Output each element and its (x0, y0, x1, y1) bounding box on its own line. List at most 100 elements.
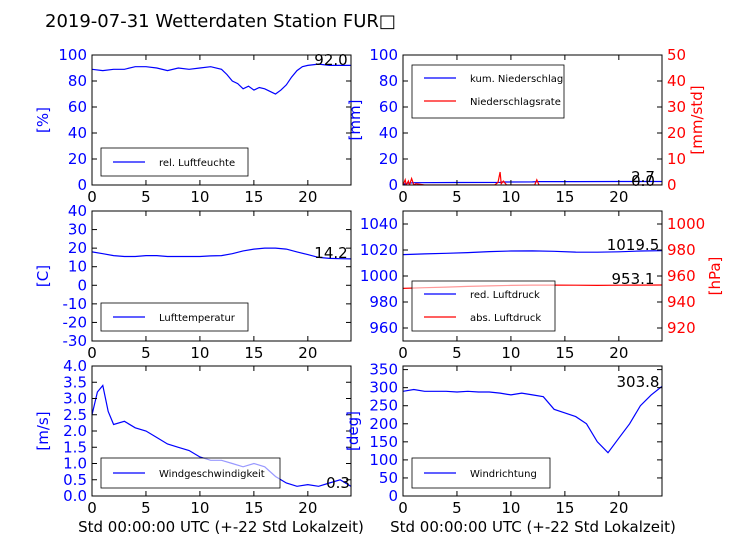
x-tick-label: 15 (555, 188, 574, 206)
x-tick-label: 10 (190, 499, 209, 517)
x-tick-label: 0 (87, 188, 97, 206)
x-tick-label: 20 (298, 188, 317, 206)
y2-tick-label: 40 (667, 72, 686, 90)
y2-tick-label: 10 (667, 150, 686, 168)
x-tick-label: 5 (141, 499, 151, 517)
value-label: 14.2 (314, 244, 347, 262)
y-tick-label: 1.5 (63, 438, 87, 456)
x-tick-label: 5 (141, 188, 151, 206)
pressure-plot-area: 0 5 10 15 20 960 980 1000 1020 1040 920 940 960 980 10… (360, 210, 705, 362)
y-tick-label: -30 (63, 332, 88, 350)
y-tick-label: 0.5 (63, 471, 87, 489)
panel-winddirection: 0 5 10 15 20050100150200250300350Windrichtun… (344, 361, 663, 517)
x-tick-label: 10 (501, 499, 520, 517)
winddirection-plot-area: 0 5 10 15 20050100150200250300350Windrichtun… (369, 361, 663, 517)
windspeed-plot-area: 0 5 10 15 20 0.00.51.01.52.02.53.03.54.0 Windg… (63, 357, 352, 517)
y2-tick-label: 960 (667, 267, 696, 285)
y2-tick-label: 20 (667, 124, 686, 142)
y-tick-label: 2.0 (63, 422, 87, 440)
x-tick-label: 5 (452, 499, 462, 517)
y-tick-label: 3.5 (63, 373, 87, 391)
value-label: 303.8 (617, 373, 660, 391)
panel-windspeed: 0 5 10 15 20 0.00.51.01.52.02.53.03.54.0 Windg… (34, 357, 352, 517)
x-tick-label: 15 (555, 344, 574, 362)
xlabel-right: Std 00:00:00 UTC (+-22 Std Lokalzeit) (390, 518, 676, 536)
y2-tick-label: 1000 (667, 215, 705, 233)
x-tick-label: 20 (609, 188, 628, 206)
x-tick-label: 0 (398, 344, 408, 362)
y-tick-label: 100 (369, 451, 398, 469)
x-tick-label: 5 (452, 188, 462, 206)
y-tick-label: 20 (379, 150, 398, 168)
y-tick-label: 250 (369, 397, 398, 415)
y-tick-label: 1000 (360, 267, 398, 285)
series-line-red-luftdruck (403, 250, 662, 256)
y-tick-label: 3.0 (63, 390, 87, 408)
y2-tick-label: 30 (667, 98, 686, 116)
y-tick-label: 0.0 (63, 487, 87, 505)
y-tick-label: 40 (68, 124, 87, 142)
legend-label: red. Luftdruck (470, 290, 540, 301)
plot-frame (402, 365, 663, 497)
legend-label: Niederschlagsrate (470, 97, 561, 108)
y-tick-label: 20 (68, 150, 87, 168)
x-tick-label: 20 (298, 344, 317, 362)
y2-tick-label: 980 (667, 241, 696, 259)
value-label: 1019.5 (607, 236, 660, 254)
series-line-rel-luftfeuchte (92, 63, 351, 95)
y-tick-label: 80 (68, 72, 87, 90)
x-tick-label: 10 (190, 188, 209, 206)
y-tick-label: 0 (77, 276, 87, 294)
series-line-lufttemperatur (92, 247, 351, 260)
winddirection-ylabel: [deg] (344, 411, 362, 451)
panel-temperature: 0 5 10 15 20-30-20-10010203040Lufttemperatur… (34, 202, 352, 362)
y2-tick-label: 0 (667, 176, 677, 194)
temperature-plot-area: 0 5 10 15 20-30-20-10010203040Lufttemperatur… (63, 202, 352, 362)
plot-frame (91, 210, 352, 342)
y-tick-label: 40 (379, 124, 398, 142)
y-tick-label: 60 (68, 98, 87, 116)
y-tick-label: 60 (379, 98, 398, 116)
x-tick-label: 5 (141, 344, 151, 362)
value-label: 0.0 (631, 172, 655, 190)
x-tick-label: 20 (609, 499, 628, 517)
y2-tick-label: 50 (667, 46, 686, 64)
x-tick-label: 15 (244, 188, 263, 206)
figure-title: 2019-07-31 Wetterdaten Station FUR□ (45, 11, 396, 32)
x-tick-label: 20 (609, 344, 628, 362)
y-tick-label: 350 (369, 361, 398, 379)
x-tick-label: 15 (555, 499, 574, 517)
xlabel-left: Std 00:00:00 UTC (+-22 Std Lokalzeit) (78, 518, 364, 536)
plot-frame (91, 54, 352, 186)
y-tick-label: 20 (68, 239, 87, 257)
x-tick-label: 20 (298, 499, 317, 517)
panel-precipitation: 0 5 10 15 20 0 20 40 60 80 100 0 10 20 30 40 50 kum. Nied… (346, 46, 706, 206)
pressure-y2label: [hPa] (706, 257, 724, 296)
x-tick-label: 10 (501, 344, 520, 362)
x-tick-label: 10 (190, 344, 209, 362)
series-line-windrichtung (403, 385, 662, 454)
y-tick-label: 1040 (360, 215, 398, 233)
x-tick-label: 15 (244, 499, 263, 517)
y2-tick-label: 920 (667, 319, 696, 337)
y-tick-label: -20 (63, 313, 88, 331)
legend-label: kum. Niederschlag (470, 74, 563, 85)
y-tick-label: 2.5 (63, 406, 87, 424)
legend-label: rel. Luftfeuchte (159, 158, 235, 169)
legend-box (411, 64, 565, 119)
precipitation-plot-area: 0 5 10 15 20 0 20 40 60 80 100 0 10 20 30 40 50 kum. Nied… (369, 46, 686, 206)
temperature-ylabel: [C] (34, 265, 52, 287)
precipitation-ylabel: [mm] (346, 100, 364, 141)
x-tick-label: 15 (244, 344, 263, 362)
y-tick-label: 300 (369, 379, 398, 397)
x-tick-label: 0 (398, 499, 408, 517)
value-label: 2.7 (631, 168, 655, 186)
legend-label: Windrichtung (470, 469, 537, 480)
legend-box (411, 280, 556, 332)
y-tick-label: 50 (379, 469, 398, 487)
y-tick-label: 0 (77, 176, 87, 194)
panel-pressure: 0 5 10 15 20 960 980 1000 1020 1040 920 940 960 980 10… (360, 210, 724, 362)
humidity-ylabel: [%] (34, 107, 52, 133)
y-tick-label: 100 (58, 46, 87, 64)
